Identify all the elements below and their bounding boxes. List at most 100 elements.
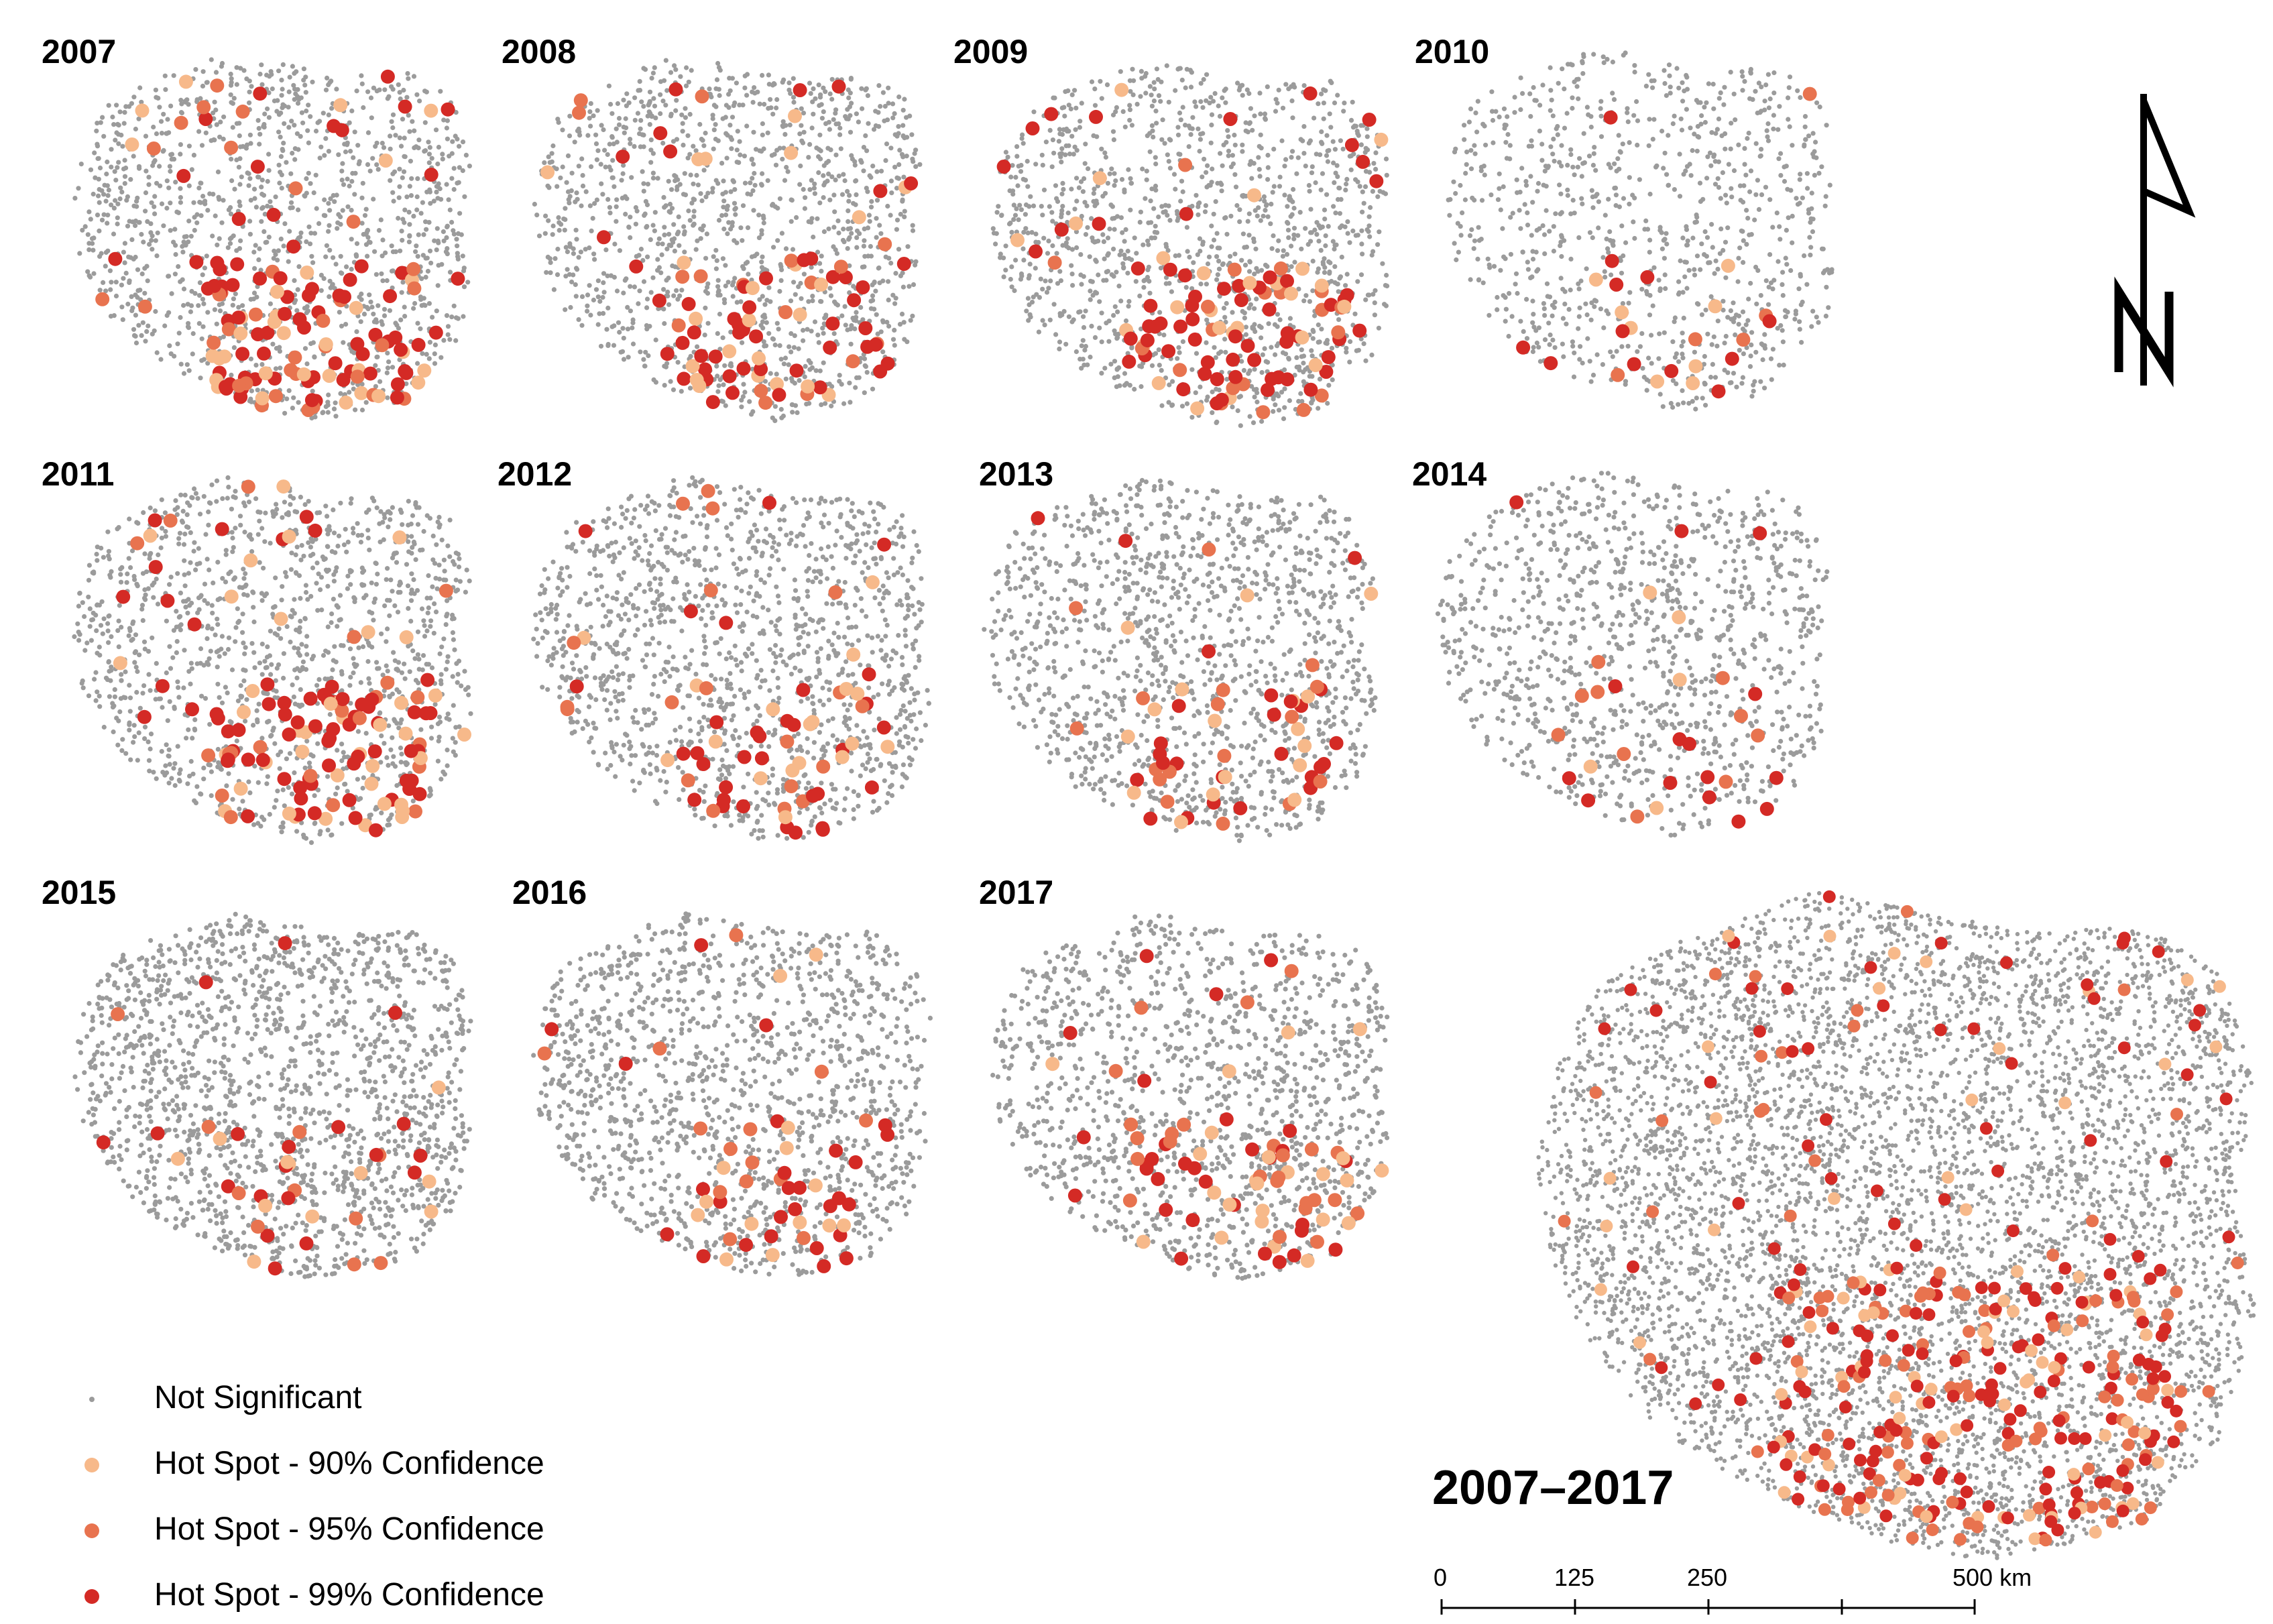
not-significant-point: [1721, 298, 1726, 304]
not-significant-point: [1326, 224, 1331, 229]
not-significant-point: [741, 382, 746, 387]
not-significant-point: [861, 168, 866, 174]
not-significant-point: [374, 162, 380, 168]
not-significant-point: [1551, 136, 1556, 141]
not-significant-point: [269, 72, 274, 77]
not-significant-point: [790, 379, 795, 384]
hot-spot-point: [300, 266, 314, 280]
not-significant-point: [1576, 314, 1582, 319]
not-significant-point: [447, 207, 453, 213]
not-significant-point: [253, 243, 258, 248]
not-significant-point: [801, 111, 807, 116]
not-significant-point: [1531, 325, 1537, 330]
not-significant-point: [822, 315, 827, 321]
not-significant-point: [1746, 296, 1751, 302]
not-significant-point: [217, 308, 223, 314]
not-significant-point: [782, 131, 788, 137]
not-significant-point: [400, 175, 405, 180]
not-significant-point: [427, 189, 433, 194]
not-significant-point: [200, 272, 205, 278]
not-significant-point: [574, 237, 579, 242]
not-significant-point: [123, 165, 129, 171]
not-significant-point: [1617, 149, 1623, 154]
not-significant-point: [1737, 347, 1742, 353]
not-significant-point: [1377, 229, 1382, 235]
not-significant-point: [1059, 151, 1064, 156]
not-significant-point: [1497, 171, 1502, 176]
not-significant-point: [1487, 262, 1492, 268]
not-significant-point: [237, 182, 243, 187]
not-significant-point: [1468, 106, 1474, 111]
not-significant-point: [400, 237, 405, 243]
not-significant-point: [688, 172, 693, 178]
not-significant-point: [829, 403, 834, 409]
not-significant-point: [276, 162, 282, 168]
not-significant-point: [1188, 132, 1193, 137]
not-significant-point: [1562, 289, 1568, 294]
not-significant-point: [1018, 207, 1024, 213]
hot-spot-point: [904, 176, 919, 190]
not-significant-point: [632, 284, 638, 290]
not-significant-point: [1209, 122, 1214, 127]
not-significant-point: [673, 67, 679, 72]
not-significant-point: [1694, 148, 1700, 154]
hot-spot-point: [350, 369, 365, 384]
not-significant-point: [647, 122, 652, 127]
not-significant-point: [1082, 362, 1087, 367]
hot-spot-point: [1226, 352, 1240, 367]
hot-spot-point: [343, 272, 357, 287]
not-significant-point: [1006, 221, 1012, 227]
not-significant-point: [848, 327, 854, 332]
not-significant-point: [1216, 351, 1222, 356]
not-significant-point: [338, 253, 343, 259]
not-significant-point: [1579, 196, 1584, 201]
not-significant-point: [738, 225, 744, 231]
not-significant-point: [139, 271, 145, 277]
not-significant-point: [1324, 133, 1330, 138]
not-significant-point: [453, 133, 458, 139]
not-significant-point: [378, 217, 384, 223]
not-significant-point: [1657, 331, 1662, 337]
not-significant-point: [304, 239, 309, 245]
not-significant-point: [1503, 318, 1508, 324]
not-significant-point: [616, 320, 622, 325]
not-significant-point: [1316, 322, 1321, 328]
not-significant-point: [217, 236, 222, 241]
not-significant-point: [420, 351, 425, 356]
not-significant-point: [1731, 300, 1736, 306]
not-significant-point: [672, 248, 678, 253]
not-significant-point: [777, 343, 782, 348]
not-significant-point: [1092, 203, 1098, 209]
not-significant-point: [628, 235, 633, 240]
not-significant-point: [1149, 103, 1155, 109]
not-significant-point: [121, 249, 126, 255]
not-significant-point: [1114, 384, 1119, 390]
not-significant-point: [806, 155, 811, 160]
not-significant-point: [1716, 159, 1721, 164]
not-significant-point: [1160, 117, 1165, 123]
not-significant-point: [765, 178, 770, 183]
not-significant-point: [1261, 213, 1266, 219]
not-significant-point: [1736, 142, 1741, 148]
not-significant-point: [1817, 104, 1822, 110]
not-significant-point: [691, 223, 696, 228]
not-significant-point: [715, 181, 721, 186]
not-significant-point: [1140, 166, 1145, 172]
not-significant-point: [152, 158, 158, 163]
not-significant-point: [153, 238, 158, 243]
not-significant-point: [798, 280, 803, 286]
hot-spot-point: [178, 74, 193, 89]
not-significant-point: [845, 246, 850, 251]
not-significant-point: [1765, 121, 1771, 127]
hot-spot-point: [395, 266, 410, 280]
not-significant-point: [293, 91, 298, 97]
not-significant-point: [1102, 365, 1108, 371]
not-significant-point: [608, 273, 614, 278]
not-significant-point: [648, 160, 654, 165]
not-significant-point: [451, 186, 457, 192]
not-significant-point: [1274, 343, 1280, 349]
not-significant-point: [1045, 251, 1051, 256]
not-significant-point: [280, 148, 286, 154]
not-significant-point: [1635, 349, 1640, 354]
not-significant-point: [1060, 180, 1065, 186]
